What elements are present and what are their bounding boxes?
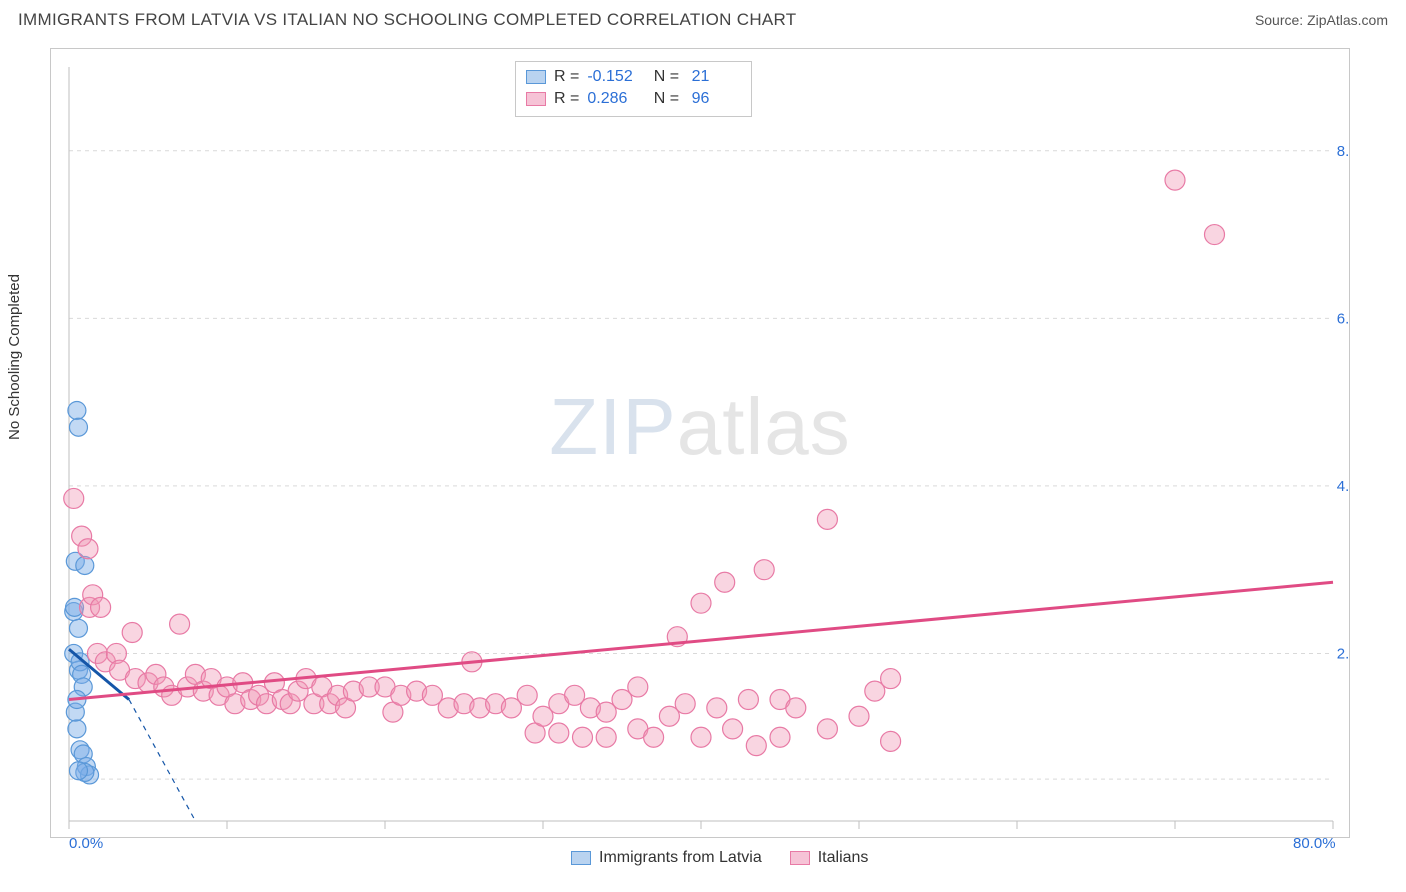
data-point-latvia (68, 401, 86, 419)
y-axis-label: No Schooling Completed (6, 274, 23, 440)
n-value-italians: 96 (687, 88, 741, 110)
data-point-italians (817, 509, 837, 529)
y-tick-label: 2.0% (1337, 645, 1349, 662)
data-point-italians (849, 706, 869, 726)
data-point-italians (675, 694, 695, 714)
legend-label-italians: Italians (818, 849, 869, 867)
data-point-italians (817, 719, 837, 739)
data-point-italians (691, 727, 711, 747)
r-label: R = (554, 88, 579, 110)
source-attribution: Source: ZipAtlas.com (1255, 12, 1388, 28)
legend-label-latvia: Immigrants from Latvia (599, 849, 762, 867)
correlation-stats-box: R = -0.152 N = 21 R = 0.286 N = 96 (515, 61, 752, 117)
source-prefix: Source: (1255, 12, 1307, 28)
data-point-latvia (76, 556, 94, 574)
y-tick-label: 6.0% (1337, 310, 1349, 327)
stats-row-italians: R = 0.286 N = 96 (526, 88, 741, 110)
data-point-italians (549, 723, 569, 743)
data-point-italians (64, 488, 84, 508)
data-point-italians (881, 669, 901, 689)
scatter-chart: 2.0% 4.0% 6.0% 8.0% (51, 49, 1349, 837)
legend-item-italians: Italians (790, 849, 869, 867)
data-point-italians (691, 593, 711, 613)
x-tick-label: 0.0% (69, 835, 103, 852)
x-tick-label: 80.0% (1293, 835, 1336, 852)
data-point-italians (881, 731, 901, 751)
data-point-italians (91, 597, 111, 617)
data-point-italians (754, 560, 774, 580)
r-label: R = (554, 66, 579, 88)
data-point-italians (170, 614, 190, 634)
legend-swatch-italians (790, 851, 810, 865)
y-tick-label: 8.0% (1337, 143, 1349, 160)
chart-header: IMMIGRANTS FROM LATVIA VS ITALIAN NO SCH… (0, 0, 1406, 36)
data-point-latvia (68, 720, 86, 738)
data-point-italians (78, 539, 98, 559)
n-label: N = (649, 66, 679, 88)
data-point-latvia (69, 619, 87, 637)
source-name: ZipAtlas.com (1307, 12, 1388, 28)
data-point-latvia (69, 762, 87, 780)
r-value-italians: 0.286 (587, 88, 641, 110)
swatch-latvia (526, 70, 546, 84)
data-point-italians (644, 727, 664, 747)
legend-swatch-latvia (571, 851, 591, 865)
data-point-italians (517, 685, 537, 705)
chart-frame: 2.0%4.0%6.0%8.0% ZIPatlas R =-0.152 N = … (50, 48, 1350, 838)
data-point-italians (122, 623, 142, 643)
trend-extend-latvia (129, 700, 195, 821)
data-point-italians (1205, 225, 1225, 245)
data-point-italians (786, 698, 806, 718)
data-point-italians (738, 690, 758, 710)
data-point-italians (628, 677, 648, 697)
series-legend: Immigrants from Latvia Italians (571, 849, 868, 867)
legend-item-latvia: Immigrants from Latvia (571, 849, 762, 867)
r-value-latvia: -0.152 (587, 66, 641, 88)
chart-title: IMMIGRANTS FROM LATVIA VS ITALIAN NO SCH… (18, 10, 796, 30)
swatch-italians (526, 92, 546, 106)
data-point-italians (715, 572, 735, 592)
data-point-italians (746, 736, 766, 756)
y-tick-label: 4.0% (1337, 478, 1349, 495)
data-point-italians (723, 719, 743, 739)
data-point-latvia (69, 418, 87, 436)
n-value-latvia: 21 (687, 66, 741, 88)
data-point-italians (707, 698, 727, 718)
data-point-italians (1165, 170, 1185, 190)
data-point-italians (770, 727, 790, 747)
stats-row-latvia: R = -0.152 N = 21 (526, 66, 741, 88)
data-point-italians (596, 727, 616, 747)
n-label: N = (649, 88, 679, 110)
data-point-italians (573, 727, 593, 747)
